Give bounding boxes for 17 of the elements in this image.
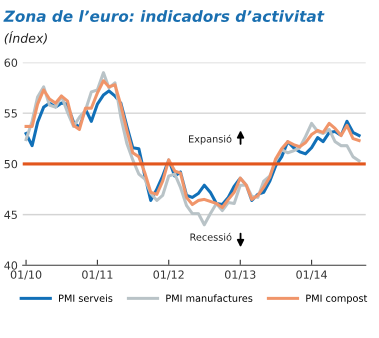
annotation: Expansió [189, 134, 232, 144]
x-tick-label: 01/12 [153, 270, 184, 280]
y-tick-label: 50 [4, 160, 18, 168]
x-tick-label: 01/14 [296, 270, 327, 280]
y-tick-label: 55 [4, 109, 17, 118]
y-tick-label: 40 [4, 261, 18, 270]
x-tick-label: 01/11 [82, 270, 112, 280]
legend-label: PMI serveis [59, 294, 112, 302]
legend-label: PMI manufactures [166, 294, 252, 302]
annotation: Recessió [190, 232, 232, 241]
chart-subtitle: (Índex) [4, 31, 47, 44]
y-tick-label: 45 [4, 210, 17, 220]
chart-title: Zona de l’euro: indicadors d’activitat [3, 10, 324, 22]
y-tick-label: 60 [4, 58, 18, 67]
x-tick-label: 01/13 [224, 270, 256, 280]
x-tick-label: 01/10 [10, 270, 42, 280]
legend-label: PMI compost [306, 294, 368, 304]
